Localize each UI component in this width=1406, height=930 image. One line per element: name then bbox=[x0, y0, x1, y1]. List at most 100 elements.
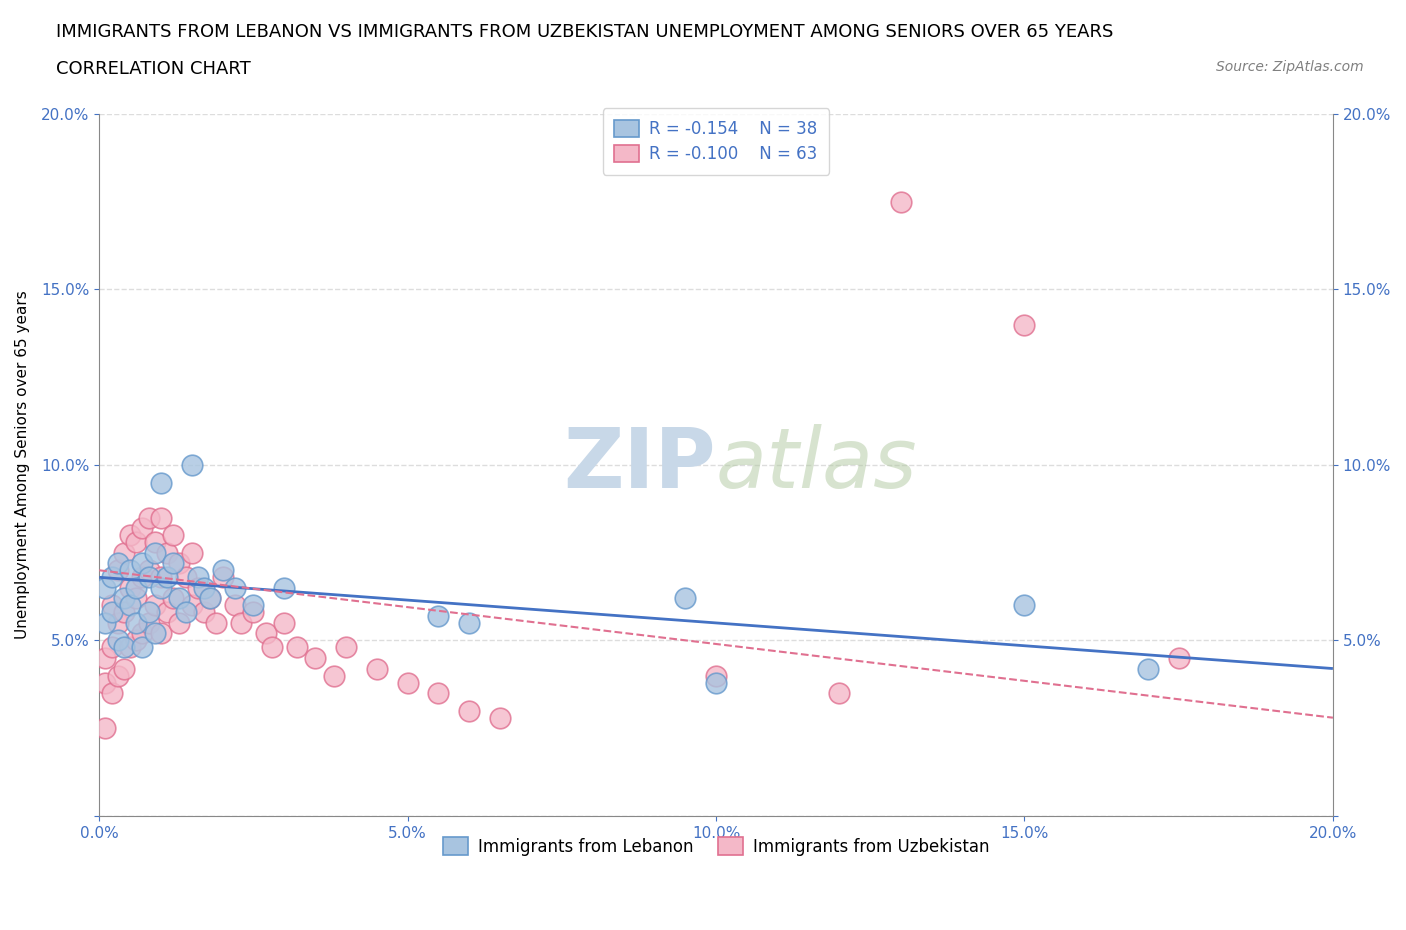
Point bbox=[138, 616, 160, 631]
Point bbox=[200, 591, 222, 605]
Point bbox=[112, 545, 135, 560]
Point bbox=[131, 640, 153, 655]
Point bbox=[890, 194, 912, 209]
Text: Source: ZipAtlas.com: Source: ZipAtlas.com bbox=[1216, 60, 1364, 74]
Point bbox=[260, 640, 283, 655]
Point bbox=[118, 563, 141, 578]
Point bbox=[673, 591, 696, 605]
Point bbox=[131, 521, 153, 536]
Point bbox=[100, 598, 122, 613]
Point bbox=[149, 580, 172, 595]
Point bbox=[174, 570, 197, 585]
Point bbox=[100, 604, 122, 619]
Point bbox=[125, 633, 148, 648]
Point bbox=[118, 598, 141, 613]
Text: IMMIGRANTS FROM LEBANON VS IMMIGRANTS FROM UZBEKISTAN UNEMPLOYMENT AMONG SENIORS: IMMIGRANTS FROM LEBANON VS IMMIGRANTS FR… bbox=[56, 23, 1114, 41]
Point bbox=[118, 527, 141, 542]
Point bbox=[143, 535, 166, 550]
Point bbox=[193, 604, 215, 619]
Point bbox=[156, 570, 179, 585]
Legend: Immigrants from Lebanon, Immigrants from Uzbekistan: Immigrants from Lebanon, Immigrants from… bbox=[430, 826, 1001, 868]
Point bbox=[211, 563, 233, 578]
Point bbox=[118, 640, 141, 655]
Point bbox=[704, 668, 727, 683]
Point bbox=[125, 616, 148, 631]
Point bbox=[156, 545, 179, 560]
Point bbox=[156, 604, 179, 619]
Point bbox=[112, 640, 135, 655]
Point bbox=[229, 616, 252, 631]
Point bbox=[138, 563, 160, 578]
Point bbox=[193, 580, 215, 595]
Point bbox=[107, 563, 129, 578]
Point bbox=[1136, 661, 1159, 676]
Point bbox=[94, 651, 117, 666]
Point bbox=[94, 675, 117, 690]
Point bbox=[162, 556, 184, 571]
Point bbox=[242, 598, 264, 613]
Point bbox=[224, 598, 246, 613]
Point bbox=[211, 570, 233, 585]
Point bbox=[118, 580, 141, 595]
Point bbox=[304, 651, 326, 666]
Point bbox=[273, 580, 295, 595]
Point bbox=[112, 591, 135, 605]
Point bbox=[162, 591, 184, 605]
Text: CORRELATION CHART: CORRELATION CHART bbox=[56, 60, 252, 78]
Point bbox=[169, 556, 191, 571]
Point bbox=[254, 626, 277, 641]
Point bbox=[138, 570, 160, 585]
Point bbox=[149, 511, 172, 525]
Point bbox=[162, 527, 184, 542]
Point bbox=[138, 511, 160, 525]
Point bbox=[143, 545, 166, 560]
Point bbox=[94, 721, 117, 736]
Point bbox=[107, 616, 129, 631]
Point bbox=[1167, 651, 1189, 666]
Text: ZIP: ZIP bbox=[564, 424, 716, 506]
Point bbox=[242, 604, 264, 619]
Point bbox=[94, 616, 117, 631]
Point bbox=[112, 661, 135, 676]
Point bbox=[180, 458, 202, 472]
Point bbox=[427, 608, 450, 623]
Point bbox=[1014, 598, 1036, 613]
Point bbox=[100, 640, 122, 655]
Point bbox=[125, 535, 148, 550]
Point bbox=[427, 685, 450, 700]
Point bbox=[169, 616, 191, 631]
Point bbox=[169, 591, 191, 605]
Point bbox=[828, 685, 851, 700]
Text: atlas: atlas bbox=[716, 424, 918, 506]
Point bbox=[273, 616, 295, 631]
Point bbox=[458, 616, 481, 631]
Point bbox=[131, 626, 153, 641]
Point bbox=[131, 556, 153, 571]
Point bbox=[149, 626, 172, 641]
Point bbox=[322, 668, 344, 683]
Point bbox=[224, 580, 246, 595]
Point bbox=[112, 604, 135, 619]
Point bbox=[107, 633, 129, 648]
Point bbox=[704, 675, 727, 690]
Point bbox=[138, 604, 160, 619]
Point bbox=[180, 545, 202, 560]
Point bbox=[180, 598, 202, 613]
Point bbox=[125, 580, 148, 595]
Point bbox=[131, 570, 153, 585]
Point bbox=[366, 661, 388, 676]
Point bbox=[396, 675, 419, 690]
Y-axis label: Unemployment Among Seniors over 65 years: Unemployment Among Seniors over 65 years bbox=[15, 290, 30, 639]
Point bbox=[94, 580, 117, 595]
Point bbox=[149, 570, 172, 585]
Point bbox=[174, 604, 197, 619]
Point bbox=[100, 685, 122, 700]
Point bbox=[125, 591, 148, 605]
Point bbox=[458, 703, 481, 718]
Point bbox=[143, 626, 166, 641]
Point bbox=[143, 598, 166, 613]
Point bbox=[100, 570, 122, 585]
Point bbox=[200, 591, 222, 605]
Point bbox=[489, 711, 512, 725]
Point bbox=[285, 640, 308, 655]
